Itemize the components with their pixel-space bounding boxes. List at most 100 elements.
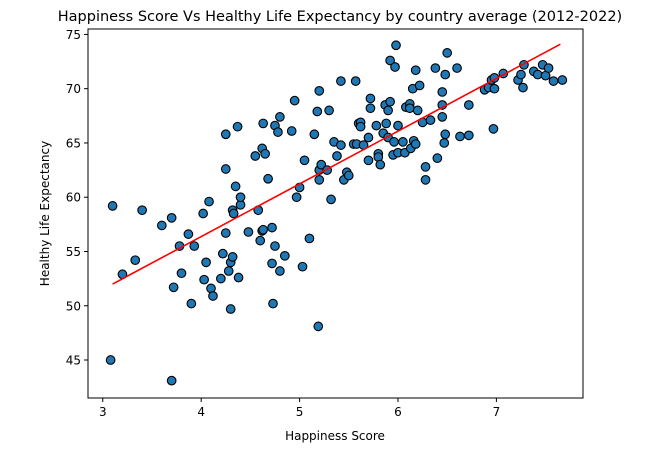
y-tick-label: 45 bbox=[66, 354, 81, 368]
data-point bbox=[223, 266, 234, 276]
data-point bbox=[220, 129, 231, 140]
data-point bbox=[350, 76, 361, 86]
x-tick-label: 6 bbox=[394, 405, 402, 419]
data-point bbox=[220, 164, 231, 174]
data-point bbox=[186, 298, 197, 309]
data-point bbox=[263, 173, 273, 184]
data-point bbox=[166, 375, 177, 386]
data-point bbox=[336, 76, 346, 86]
data-point bbox=[286, 126, 297, 136]
data-point bbox=[309, 129, 320, 140]
data-point bbox=[314, 175, 325, 185]
data-point bbox=[227, 252, 238, 262]
data-point bbox=[440, 129, 451, 140]
data-point bbox=[258, 224, 269, 235]
data-point bbox=[371, 120, 382, 131]
data-point bbox=[430, 63, 441, 73]
data-point bbox=[363, 155, 374, 166]
data-point bbox=[532, 69, 543, 80]
data-point bbox=[199, 274, 209, 285]
data-point bbox=[314, 86, 325, 96]
x-tick-label: 3 bbox=[99, 405, 107, 419]
data-point bbox=[557, 75, 568, 85]
data-point bbox=[336, 140, 346, 150]
data-point bbox=[235, 192, 246, 203]
data-point bbox=[332, 151, 342, 161]
data-point bbox=[279, 250, 290, 261]
data-point bbox=[232, 121, 243, 132]
data-point bbox=[313, 321, 324, 332]
x-tick-label: 4 bbox=[197, 405, 205, 419]
data-point bbox=[410, 139, 421, 149]
x-tick-label: 7 bbox=[493, 405, 501, 419]
data-point bbox=[260, 148, 270, 159]
data-point bbox=[270, 241, 280, 251]
data-point bbox=[425, 115, 436, 126]
data-point bbox=[273, 127, 283, 137]
data-point bbox=[414, 80, 425, 91]
data-point bbox=[393, 120, 403, 131]
data-point bbox=[275, 112, 285, 122]
data-point bbox=[385, 96, 395, 107]
data-point bbox=[420, 175, 431, 185]
trend-line bbox=[112, 43, 561, 285]
data-point bbox=[204, 196, 214, 207]
y-tick-label: 60 bbox=[66, 191, 81, 205]
data-point bbox=[297, 261, 308, 272]
data-point bbox=[230, 181, 241, 192]
data-point bbox=[166, 212, 177, 223]
data-point bbox=[201, 257, 211, 268]
data-point bbox=[267, 258, 277, 269]
data-point bbox=[208, 291, 218, 301]
data-point bbox=[412, 105, 423, 116]
data-point bbox=[255, 235, 266, 246]
data-point bbox=[168, 282, 179, 293]
y-tick-label: 70 bbox=[66, 82, 81, 96]
data-point bbox=[420, 161, 431, 172]
data-point bbox=[268, 298, 278, 309]
data-point bbox=[304, 233, 315, 244]
data-point bbox=[189, 241, 200, 251]
data-point bbox=[343, 170, 354, 181]
data-point bbox=[258, 118, 269, 129]
data-point bbox=[291, 192, 302, 203]
y-tick-label: 65 bbox=[66, 136, 81, 150]
data-point bbox=[463, 130, 474, 141]
y-tick-label: 50 bbox=[66, 299, 81, 313]
data-point bbox=[130, 255, 141, 266]
data-point bbox=[548, 76, 559, 86]
data-point bbox=[489, 83, 500, 94]
data-point bbox=[410, 65, 421, 76]
data-point bbox=[250, 151, 261, 161]
data-point bbox=[516, 69, 526, 80]
data-point bbox=[156, 220, 167, 231]
data-point bbox=[437, 112, 448, 122]
x-tick-label: 5 bbox=[296, 405, 304, 419]
data-point bbox=[385, 55, 395, 66]
data-point bbox=[442, 48, 453, 58]
data-point bbox=[375, 159, 386, 170]
data-point bbox=[437, 87, 448, 97]
data-point bbox=[452, 63, 462, 73]
data-point bbox=[228, 208, 239, 219]
chart-title: Happiness Score Vs Healthy Life Expectan… bbox=[58, 9, 622, 25]
data-point bbox=[243, 227, 254, 237]
data-point bbox=[198, 208, 208, 219]
y-tick-label: 55 bbox=[66, 245, 81, 259]
data-point bbox=[326, 194, 336, 205]
data-point bbox=[365, 103, 376, 114]
data-point bbox=[383, 105, 394, 116]
data-point bbox=[390, 62, 400, 72]
data-point bbox=[391, 40, 401, 51]
data-point bbox=[463, 100, 474, 110]
data-point bbox=[381, 118, 392, 129]
data-point bbox=[107, 201, 118, 211]
data-point bbox=[137, 205, 147, 216]
x-axis-label: Happiness Score bbox=[285, 429, 385, 443]
data-point bbox=[324, 105, 334, 116]
data-point bbox=[220, 228, 231, 238]
plot-area bbox=[105, 40, 568, 386]
data-point bbox=[176, 268, 187, 279]
